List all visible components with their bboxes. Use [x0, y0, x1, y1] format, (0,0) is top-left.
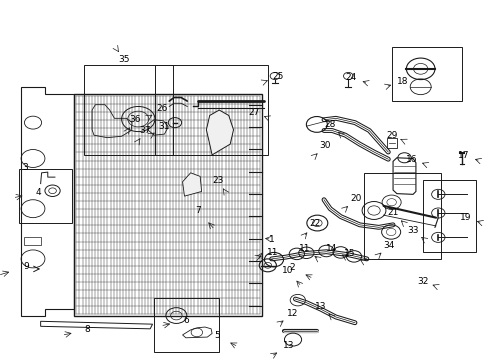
Text: 13: 13 [282, 341, 293, 350]
Text: 11: 11 [267, 248, 278, 257]
Text: 1: 1 [268, 235, 274, 244]
Text: 37: 37 [140, 126, 151, 135]
Text: 4: 4 [35, 188, 41, 197]
Text: 22: 22 [309, 219, 320, 228]
Text: 14: 14 [326, 244, 337, 253]
Text: 23: 23 [212, 176, 223, 185]
Polygon shape [182, 173, 201, 196]
Text: 7: 7 [195, 206, 200, 215]
Text: 28: 28 [324, 120, 335, 129]
Text: 27: 27 [248, 108, 259, 117]
Text: 3: 3 [22, 163, 28, 172]
Text: 29: 29 [386, 131, 397, 140]
Text: 2: 2 [289, 264, 294, 273]
Text: 30: 30 [319, 141, 330, 150]
Text: 31: 31 [159, 122, 170, 131]
Text: 17: 17 [457, 151, 468, 160]
Polygon shape [206, 110, 233, 155]
Text: 34: 34 [383, 241, 394, 250]
Text: 20: 20 [349, 194, 361, 203]
Text: 25: 25 [271, 72, 283, 81]
Text: 18: 18 [396, 77, 407, 86]
Text: 19: 19 [459, 213, 470, 222]
Text: 6: 6 [183, 316, 188, 325]
Text: 24: 24 [345, 73, 356, 82]
Text: 26: 26 [156, 104, 167, 113]
Text: 15: 15 [344, 249, 355, 258]
Text: 36: 36 [129, 115, 141, 124]
Text: 11: 11 [299, 244, 310, 253]
Text: 21: 21 [386, 208, 398, 217]
Text: 13: 13 [314, 302, 326, 311]
Text: 8: 8 [84, 325, 90, 334]
Text: 35: 35 [118, 55, 129, 64]
Text: 9: 9 [23, 262, 29, 271]
Text: 33: 33 [407, 226, 418, 235]
Text: 5: 5 [214, 332, 219, 341]
Text: 12: 12 [287, 309, 298, 318]
Text: 10: 10 [281, 266, 292, 275]
Text: 32: 32 [416, 276, 427, 285]
Text: 16: 16 [406, 155, 417, 164]
